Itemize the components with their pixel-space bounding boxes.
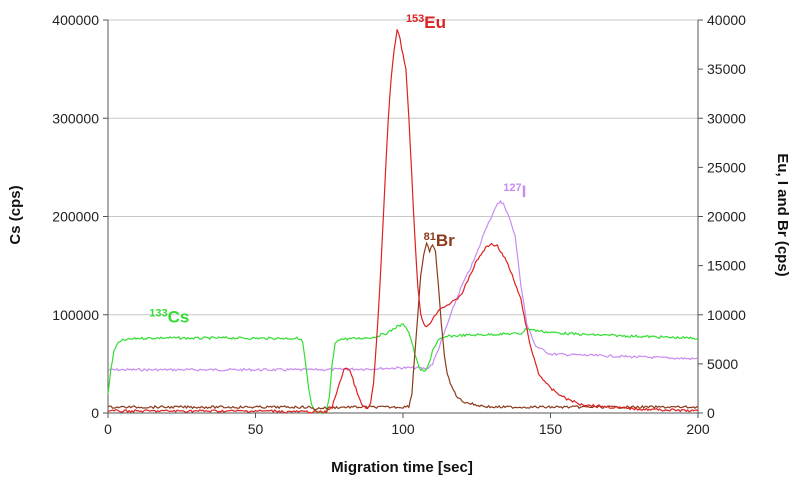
x-tick-label: 150 <box>539 421 563 437</box>
right-y-tick-label: 30000 <box>707 110 746 126</box>
isotope-mass-number: 127 <box>503 182 521 194</box>
series-line-cs <box>107 322 699 414</box>
right-y-tick-label: 10000 <box>707 307 746 323</box>
right-y-tick-label: 25000 <box>707 159 746 175</box>
right-y-tick-label: 35000 <box>707 61 746 77</box>
left-y-axis-ticks: 0 100000 200000 300000 400000 <box>52 12 108 421</box>
right-y-tick-label: 15000 <box>707 258 746 274</box>
element-symbol: Eu <box>424 13 446 32</box>
element-symbol: Cs <box>168 308 190 327</box>
element-symbol: I <box>522 182 527 201</box>
series-label-cs: 133Cs <box>149 308 189 327</box>
right-y-axis-ticks: 0 5000 10000 15000 20000 25000 30000 35000 40000 <box>698 12 746 421</box>
right-y-tick-label: 5000 <box>707 356 738 372</box>
series-lines <box>107 29 699 414</box>
isotope-mass-number: 153 <box>406 13 424 25</box>
gridlines <box>108 19 698 316</box>
series-line-br <box>107 241 699 411</box>
left-y-tick-label: 100000 <box>52 307 99 323</box>
x-tick-label: 200 <box>686 421 710 437</box>
x-axis-title: Migration time [sec] <box>331 459 473 476</box>
left-y-tick-label: 200000 <box>52 209 99 225</box>
right-y-tick-label: 40000 <box>707 12 746 28</box>
x-tick-label: 0 <box>104 421 112 437</box>
isotope-mass-number: 133 <box>149 308 167 320</box>
right-y-axis-title: Eu, I and Br (cps) <box>774 153 790 276</box>
isotope-mass-number: 81 <box>424 231 436 243</box>
element-symbol: Br <box>436 231 455 250</box>
left-y-tick-label: 0 <box>91 405 99 421</box>
series-line-eu <box>107 29 699 414</box>
right-y-tick-label: 20000 <box>707 209 746 225</box>
x-tick-label: 100 <box>391 421 415 437</box>
series-labels: 127I 133Cs 81Br 153Eu <box>149 13 526 327</box>
left-y-tick-label: 400000 <box>52 12 99 28</box>
x-axis-ticks: 0 50 100 150 200 <box>104 413 710 437</box>
left-y-axis-title: Cs (cps) <box>7 185 24 244</box>
series-line-i <box>107 199 699 372</box>
x-tick-label: 50 <box>248 421 264 437</box>
right-y-tick-label: 0 <box>707 405 715 421</box>
series-label-br: 81Br <box>424 231 456 250</box>
series-label-eu: 153Eu <box>406 13 446 32</box>
series-label-i: 127I <box>503 182 526 201</box>
left-y-tick-label: 300000 <box>52 110 99 126</box>
